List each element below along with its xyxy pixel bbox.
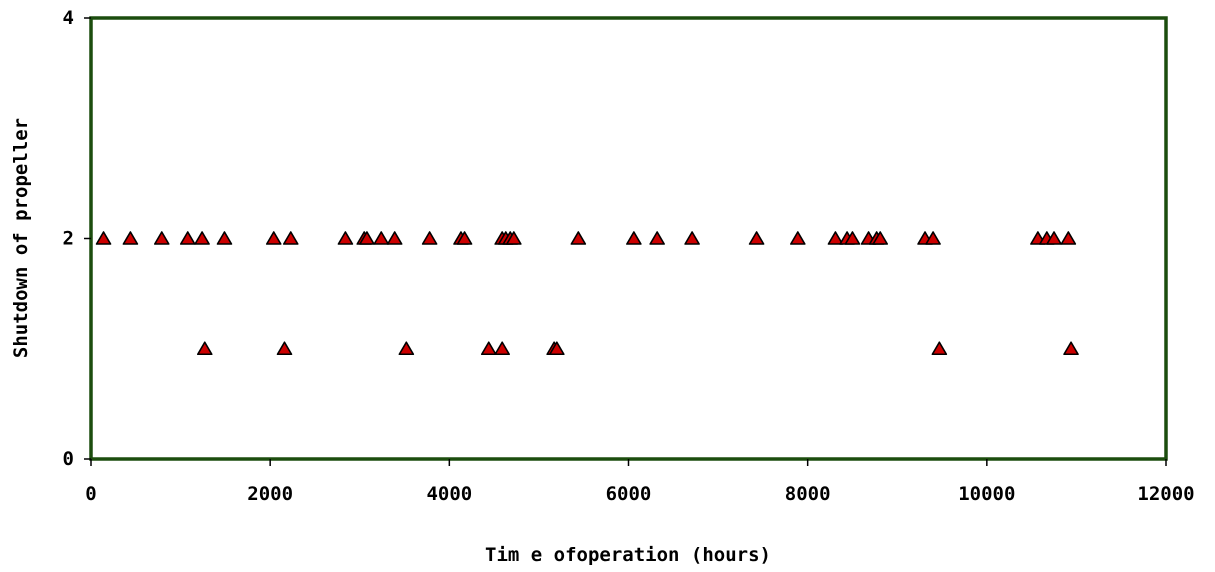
data-point-triangle: [684, 231, 700, 245]
data-point-triangle: [179, 231, 196, 245]
x-axis: 0 2000 4000 6000 8000 10000 12000: [85, 459, 1195, 505]
data-point-triangle: [748, 231, 765, 245]
x-tick-label: 0: [85, 483, 96, 505]
y-axis-title: Shutdown of propeller: [10, 118, 32, 358]
data-point-triangle: [626, 231, 642, 245]
data-point-triangle: [359, 231, 375, 245]
y-tick-label: 0: [63, 448, 74, 470]
y-tick-label: 2: [63, 228, 74, 250]
data-point-triangle: [1060, 231, 1077, 245]
x-tick-label: 8000: [785, 483, 831, 505]
data-point-triangle: [398, 341, 415, 356]
data-point-triangle: [421, 231, 438, 245]
data-point-triangle: [194, 231, 210, 245]
x-tick-label: 2000: [247, 483, 293, 505]
data-point-triangle: [282, 231, 299, 245]
data-point-triangle: [925, 231, 941, 245]
data-point-triangle: [790, 231, 806, 245]
data-point-triangle: [337, 231, 354, 245]
data-point-triangle: [196, 341, 213, 356]
data-point-triangle: [649, 231, 665, 245]
data-points: [95, 231, 1079, 356]
data-point-triangle: [549, 341, 565, 356]
data-point-triangle: [1046, 231, 1062, 245]
data-point-triangle: [373, 231, 390, 245]
y-axis: 0 2 4: [63, 7, 91, 470]
data-point-triangle: [844, 231, 861, 245]
data-point-triangle: [95, 231, 112, 245]
data-point-triangle: [827, 231, 844, 245]
x-tick-label: 10000: [958, 483, 1015, 505]
data-point-triangle: [506, 231, 522, 245]
data-point-triangle: [1063, 341, 1079, 356]
x-tick-label: 12000: [1137, 483, 1194, 505]
data-point-triangle: [872, 231, 889, 245]
data-point-triangle: [456, 231, 473, 245]
data-point-triangle: [931, 341, 948, 356]
plot-area-border: [89, 16, 1168, 461]
data-point-triangle: [153, 231, 170, 245]
data-point-triangle: [216, 231, 233, 245]
x-tick-label: 6000: [606, 483, 652, 505]
data-point-triangle: [494, 341, 510, 356]
data-point-triangle: [265, 231, 282, 245]
data-point-triangle: [480, 341, 497, 356]
data-point-triangle: [276, 341, 293, 356]
x-axis-title: Tim e ofoperation (hours): [485, 544, 771, 566]
data-point-triangle: [122, 231, 139, 245]
data-point-triangle: [386, 231, 403, 245]
data-point-triangle: [570, 231, 587, 245]
x-tick-label: 4000: [426, 483, 472, 505]
y-tick-label: 4: [63, 7, 74, 29]
